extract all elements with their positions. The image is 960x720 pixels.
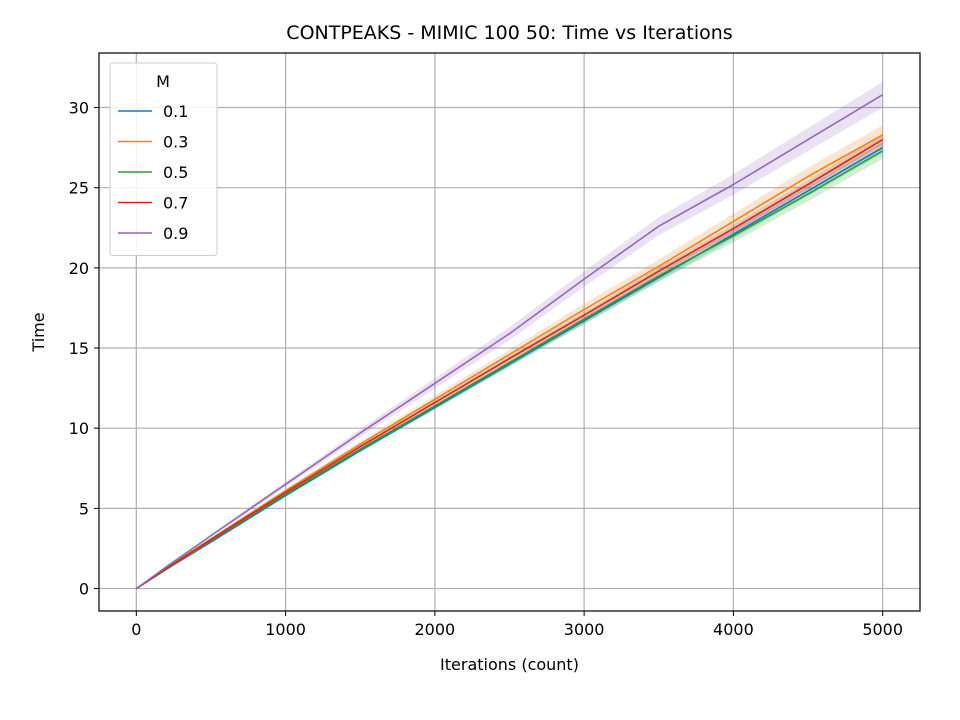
legend-label-0.3: 0.3: [163, 133, 188, 152]
y-tick-label: 20: [69, 259, 89, 278]
series-line-0.7: [135, 138, 884, 590]
y-tick-label: 5: [79, 499, 89, 518]
series-band-0.5: [136, 142, 883, 589]
chart-title: CONTPEAKS - MIMIC 100 50: Time vs Iterat…: [286, 22, 732, 44]
legend-label-0.1: 0.1: [163, 102, 188, 121]
series-band-0.3: [136, 125, 883, 589]
legend-label-0.5: 0.5: [163, 163, 188, 182]
y-tick-label: 25: [69, 179, 89, 198]
gridlines: [99, 53, 920, 611]
series-line-0.9: [135, 94, 884, 590]
plot-area-frame: [98, 52, 921, 612]
series-band-0.9: [136, 81, 883, 589]
series-lines: [135, 94, 884, 590]
y-tick-label: 0: [79, 580, 89, 599]
x-tick-label: 2000: [415, 620, 456, 639]
x-axis-label: Iterations (count): [440, 655, 579, 674]
x-tick-label: 1000: [265, 620, 306, 639]
confidence-bands: [136, 81, 883, 589]
x-tick-label: 4000: [713, 620, 754, 639]
x-tick-label: 0: [131, 620, 141, 639]
y-axis-ticks: 0 5 10 15 20 25 30: [69, 99, 99, 599]
y-tick-label: 30: [69, 99, 89, 118]
legend-label-0.9: 0.9: [163, 224, 188, 243]
series-band-0.1: [136, 142, 883, 589]
x-tick-label: 5000: [862, 620, 903, 639]
y-tick-label: 10: [69, 419, 89, 438]
x-tick-label: 3000: [564, 620, 605, 639]
legend-title: M: [156, 72, 170, 91]
y-axis-label: Time: [29, 312, 48, 352]
series-band-0.7: [136, 134, 883, 589]
y-tick-label: 15: [69, 339, 89, 358]
x-axis-ticks: 0 1000 2000 3000 4000 5000: [131, 611, 903, 639]
legend-label-0.7: 0.7: [163, 194, 188, 213]
legend: M 0.1 0.3 0.5 0.7 0.9: [109, 62, 218, 256]
series-line-0.1: [135, 146, 884, 590]
